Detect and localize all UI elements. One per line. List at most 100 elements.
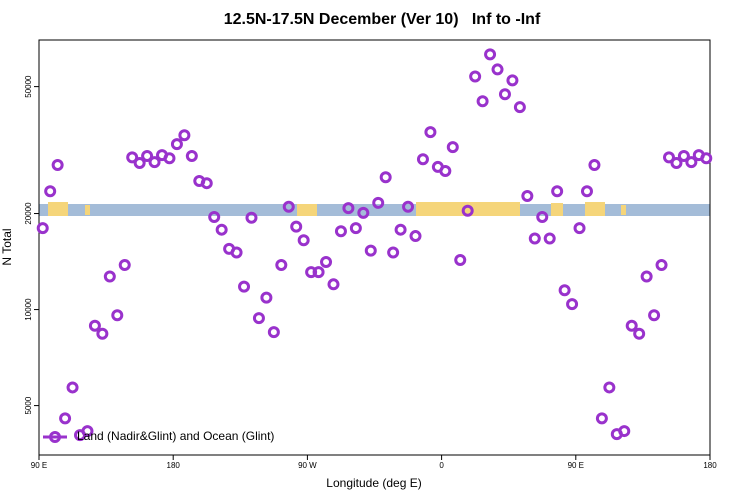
point: [416, 153, 429, 166]
point: [342, 202, 355, 215]
point: [573, 222, 586, 235]
point: [588, 158, 601, 171]
point: [543, 232, 556, 245]
point: [305, 266, 318, 279]
point: [275, 258, 288, 271]
point: [476, 95, 489, 108]
land-band: [297, 204, 317, 216]
point: [580, 185, 593, 198]
point: [36, 222, 49, 235]
land-band: [48, 202, 68, 216]
y-tick-label: 10000: [24, 298, 33, 321]
point: [677, 149, 690, 162]
y-tick-label: 20000: [24, 202, 33, 225]
point: [118, 258, 131, 271]
land-band: [85, 205, 90, 215]
point: [364, 244, 377, 257]
point: [640, 270, 653, 283]
point: [409, 230, 422, 243]
point: [133, 157, 146, 170]
point: [484, 48, 497, 61]
point: [178, 129, 191, 142]
point: [260, 291, 273, 304]
point: [334, 225, 347, 238]
point: [126, 151, 139, 164]
point: [603, 381, 616, 394]
point: [595, 412, 608, 425]
point: [297, 234, 310, 247]
point: [327, 278, 340, 291]
point: [394, 223, 407, 236]
legend-label: Land (Nadir&Glint) and Ocean (Glint): [77, 429, 274, 443]
point: [290, 220, 303, 233]
point: [402, 200, 415, 213]
y-tick-label: 5000: [24, 396, 33, 414]
point: [387, 246, 400, 259]
point: [618, 425, 631, 438]
x-tick-label: 180: [703, 461, 717, 470]
point: [461, 204, 474, 217]
point: [215, 223, 228, 236]
x-tick-label: 90 E: [568, 461, 584, 470]
point: [170, 138, 183, 151]
point: [454, 254, 467, 267]
point: [633, 327, 646, 340]
point: [163, 152, 176, 165]
legend-marker: [49, 431, 61, 443]
point: [96, 327, 109, 340]
point: [111, 309, 124, 322]
point: [469, 70, 482, 83]
point: [349, 222, 362, 235]
point: [439, 164, 452, 177]
point: [521, 190, 534, 203]
point: [103, 270, 116, 283]
point: [528, 232, 541, 245]
point: [700, 152, 713, 165]
plot-frame: [38, 39, 711, 456]
point: [200, 177, 213, 190]
point: [685, 156, 698, 169]
x-tick-label: 90 W: [298, 461, 317, 470]
point: [81, 425, 94, 438]
x-axis-label: Longitude (deg E): [326, 476, 421, 490]
point: [551, 185, 564, 198]
point: [446, 141, 459, 154]
point: [506, 74, 519, 87]
point: [648, 309, 661, 322]
x-tick-label: 90 E: [31, 461, 47, 470]
y-axis-label: N Total: [0, 228, 14, 265]
point: [51, 158, 64, 171]
point: [372, 196, 385, 209]
point: [424, 126, 437, 139]
point: [252, 312, 265, 325]
land-band: [621, 205, 626, 215]
land-band: [585, 202, 605, 216]
x-tick-label: 0: [439, 461, 444, 470]
point: [230, 246, 243, 259]
point: [141, 149, 154, 162]
chart-title: 12.5N-17.5N December (Ver 10) Inf to -In…: [224, 11, 541, 28]
point: [320, 255, 333, 268]
land-band: [416, 202, 520, 216]
point: [513, 101, 526, 114]
point: [238, 280, 251, 293]
y-tick-label: 50000: [24, 75, 33, 98]
point: [491, 63, 504, 76]
point: [558, 284, 571, 297]
point: [44, 185, 57, 198]
point: [670, 157, 683, 170]
point: [662, 151, 675, 164]
x-tick-label: 180: [167, 461, 181, 470]
point: [655, 258, 668, 271]
point: [536, 211, 549, 224]
point: [245, 211, 258, 224]
point: [312, 266, 325, 279]
point: [148, 156, 161, 169]
point: [498, 88, 511, 101]
land-band: [551, 203, 563, 216]
point: [282, 200, 295, 213]
point: [625, 319, 638, 332]
point: [208, 211, 221, 224]
point: [59, 412, 72, 425]
